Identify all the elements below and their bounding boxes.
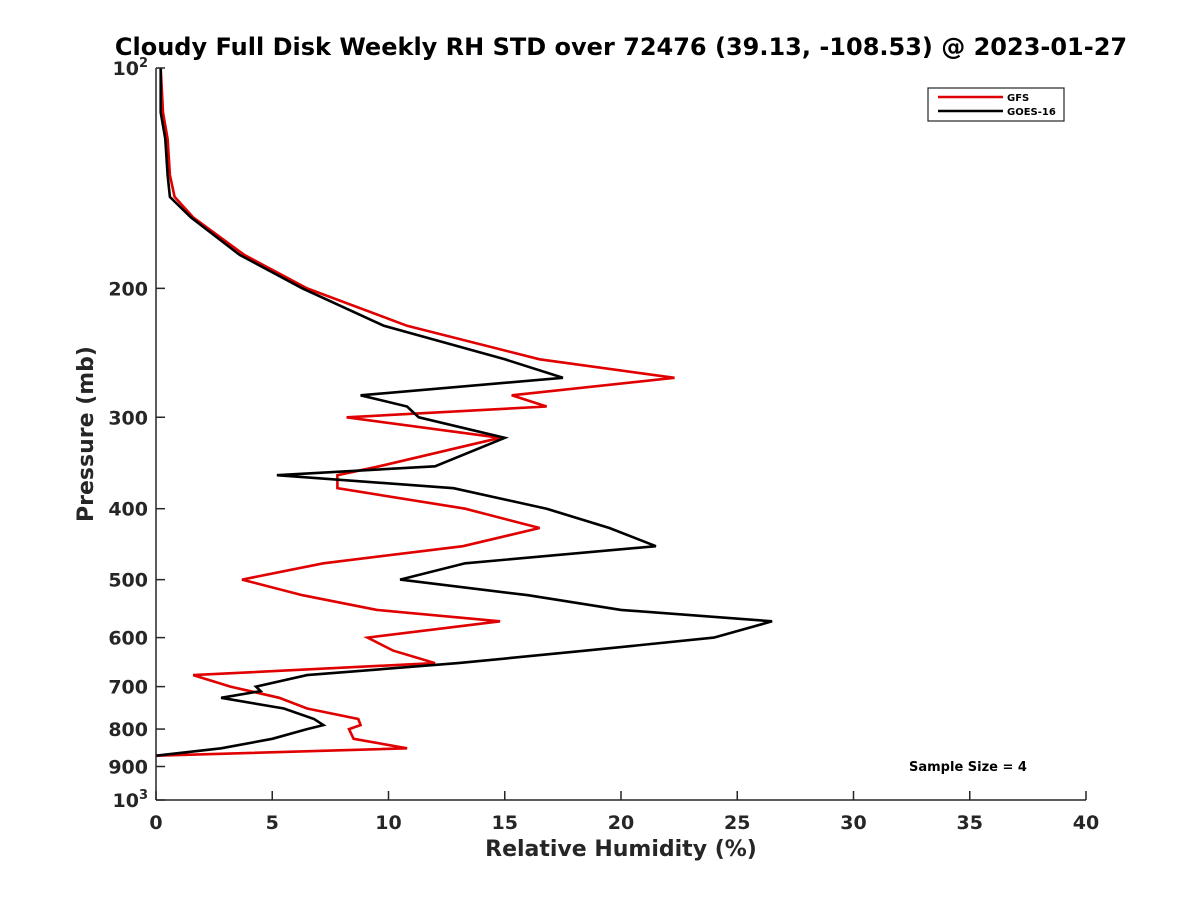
y-tick-label: 300 bbox=[108, 407, 148, 429]
legend-label-goes-16: GOES-16 bbox=[1007, 107, 1056, 118]
y-tick-label: 103 bbox=[113, 788, 149, 812]
x-tick-label: 35 bbox=[957, 812, 983, 834]
x-tick-label: 5 bbox=[266, 812, 279, 834]
series-line-goes-16 bbox=[155, 68, 773, 757]
plot-background bbox=[156, 68, 1086, 800]
legend-box bbox=[927, 87, 1065, 122]
legend: GFS GOES-16 bbox=[927, 87, 1065, 122]
x-tick-label: 25 bbox=[724, 812, 750, 834]
y-tick-label: 500 bbox=[108, 570, 148, 592]
x-tick-label: 40 bbox=[1073, 812, 1099, 834]
y-axis-label: Pressure (mb) bbox=[74, 346, 99, 522]
x-axis-ticks: 0 5 10 15 20 25 30 35 40 bbox=[149, 791, 1099, 834]
y-tick-label: 200 bbox=[108, 278, 148, 300]
x-tick-label: 30 bbox=[840, 812, 866, 834]
x-tick-label: 0 bbox=[149, 812, 162, 834]
y-tick-label: 700 bbox=[108, 677, 148, 699]
x-tick-label: 15 bbox=[492, 812, 518, 834]
x-axis-label: Relative Humidity (%) bbox=[485, 837, 757, 862]
x-tick-label: 20 bbox=[608, 812, 634, 834]
y-tick-label: 600 bbox=[108, 628, 148, 650]
plot-area bbox=[155, 67, 1086, 801]
y-tick-label: 900 bbox=[108, 757, 148, 779]
y-tick-label: 102 bbox=[113, 56, 149, 80]
series-line-gfs bbox=[155, 67, 675, 757]
sample-size-annotation: Sample Size = 4 bbox=[909, 760, 1027, 775]
series-layer bbox=[155, 67, 773, 757]
x-tick-label: 10 bbox=[375, 812, 401, 834]
legend-label-gfs: GFS bbox=[1007, 93, 1029, 104]
y-tick-label: 800 bbox=[108, 719, 148, 741]
y-axis-ticks: 102 200 300 400 500 600 700 800 900 103 bbox=[108, 56, 165, 812]
chart-title: Cloudy Full Disk Weekly RH STD over 7247… bbox=[115, 33, 1127, 61]
y-tick-label: 400 bbox=[108, 499, 148, 521]
